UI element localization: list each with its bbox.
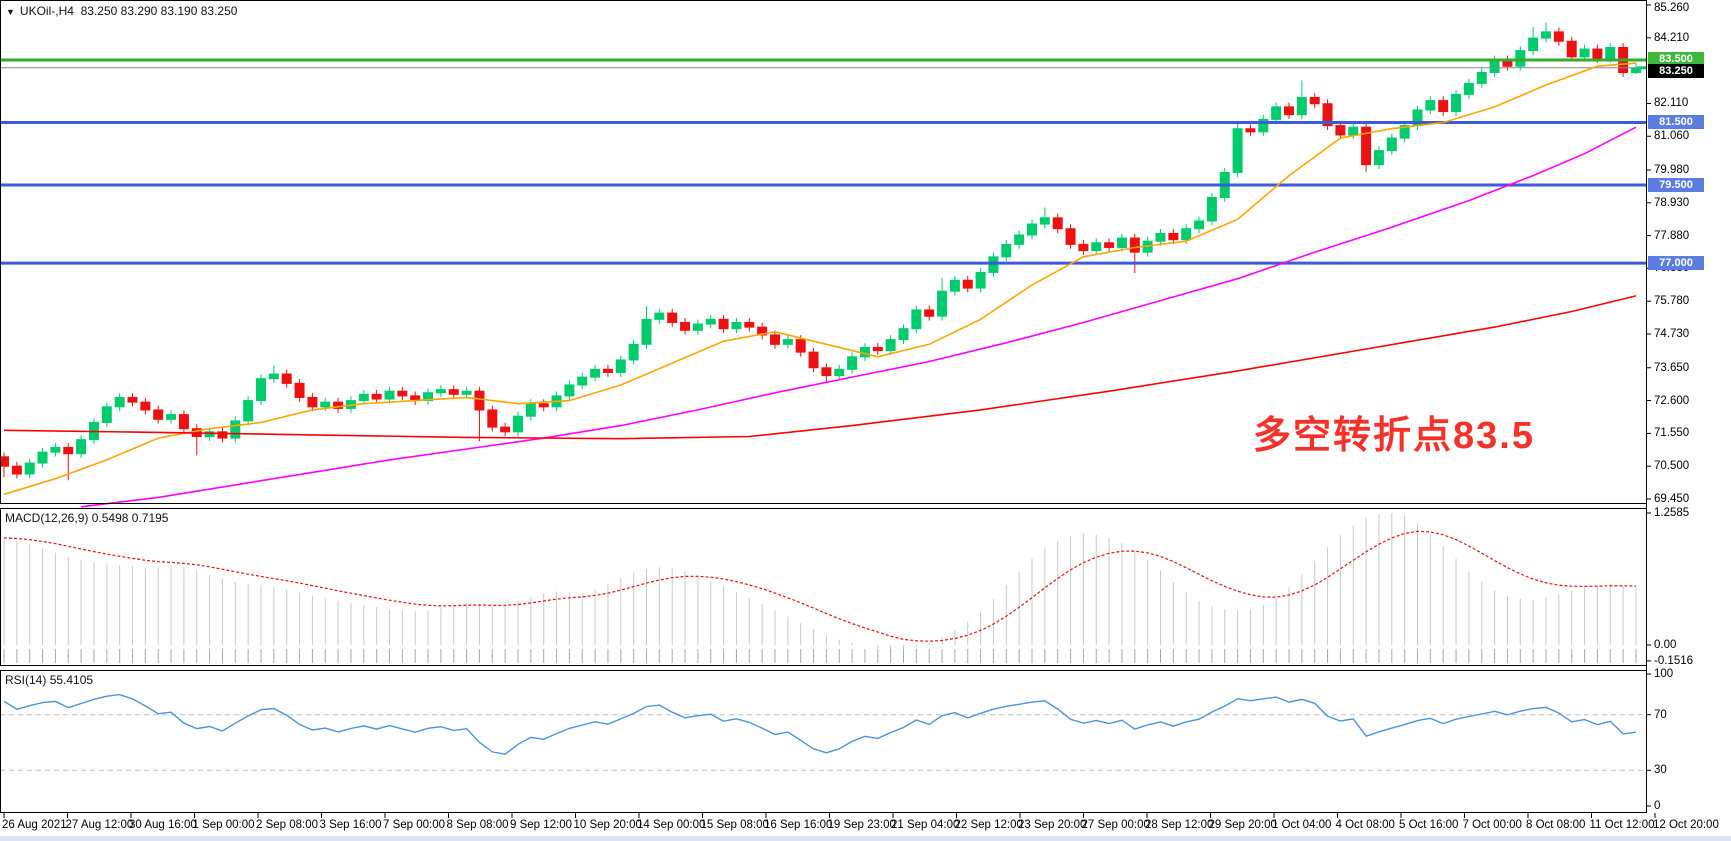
price-badge[interactable]: 81.500 [1648, 115, 1704, 130]
rsi-indicator-label: RSI(14) 55.4105 [5, 673, 93, 687]
price-badge[interactable]: 79.500 [1648, 177, 1704, 192]
date-label: 23 Sep 20:00 [1018, 819, 1087, 831]
ma-fast-line [3, 62, 1637, 496]
rsi-line [3, 693, 1637, 756]
date-label: 3 Sep 16:00 [319, 819, 382, 831]
price-axis-label: 85.260 [1654, 2, 1690, 14]
price-axis-label: 82.110 [1654, 97, 1689, 110]
macd-indicator-label: MACD(12,26,9) 0.5498 0.7195 [5, 511, 168, 525]
horizontal-levels[interactable] [0, 58, 1646, 265]
date-label: 8 Sep 08:00 [446, 819, 509, 831]
price-axis-label: 72.600 [1654, 394, 1690, 407]
date-label: 7 Sep 00:00 [383, 819, 446, 831]
rsi-axis-label: 0 [1654, 800, 1661, 812]
panel-frames [0, 0, 1656, 818]
macd-axis-label: -0.1516 [1654, 654, 1694, 667]
macd-panel [3, 513, 1637, 663]
date-label: 1 Oct 04:00 [1272, 819, 1332, 831]
macd-values: 0.5498 0.7195 [91, 511, 169, 525]
date-label: 1 Sep 00:00 [192, 819, 255, 831]
ohlc-readout: 83.250 83.290 83.190 83.250 [80, 4, 238, 18]
price-axis-label: 84.210 [1654, 31, 1690, 44]
rsi-name: RSI(14) [5, 673, 47, 687]
date-label: 8 Oct 08:00 [1526, 819, 1586, 831]
price-axis-label: 74.730 [1654, 328, 1690, 341]
rsi-axis-label: 100 [1654, 668, 1674, 680]
price-badge[interactable]: 77.000 [1648, 256, 1704, 271]
macd-signal-line [3, 530, 1637, 642]
date-label: 12 Oct 20:00 [1653, 819, 1719, 831]
macd-name: MACD(12,26,9) [5, 511, 89, 525]
window-bottom-strip [0, 836, 1731, 841]
price-badge[interactable]: 83.250 [1648, 63, 1704, 78]
price-axis-label: 73.650 [1654, 361, 1690, 374]
date-label: 15 Sep 08:00 [700, 819, 769, 831]
macd-axis-label: 1.2585 [1654, 507, 1690, 519]
date-label: 27 Aug 12:00 [65, 819, 134, 831]
date-label: 29 Sep 20:00 [1208, 819, 1277, 831]
date-label: 2 Sep 08:00 [256, 819, 319, 831]
rsi-value: 55.4105 [49, 673, 94, 687]
price-axis-label: 77.880 [1654, 229, 1690, 242]
candlesticks [0, 22, 1641, 481]
symbol-header: ▼ UKOil-,H4 83.250 83.290 83.190 83.250 [6, 4, 237, 18]
date-label: 9 Sep 12:00 [510, 819, 573, 831]
price-axis-label: 79.980 [1654, 163, 1690, 176]
date-label: 7 Oct 00:00 [1462, 819, 1522, 831]
date-label: 22 Sep 12:00 [954, 819, 1023, 831]
rsi-panel [0, 693, 1646, 771]
rsi-axis-label: 30 [1654, 764, 1667, 777]
collapse-chevron-icon[interactable]: ▼ [6, 7, 15, 17]
macd-axis-label: 0.00 [1654, 639, 1677, 651]
price-axis-label: 78.930 [1654, 196, 1690, 209]
date-label: 26 Aug 2021 [2, 819, 67, 831]
date-label: 11 Oct 12:00 [1589, 819, 1655, 831]
symbol-period-label: UKOil-,H4 [19, 4, 74, 18]
price-axis-label: 81.060 [1654, 130, 1690, 143]
rsi-axis-label: 70 [1654, 708, 1667, 721]
price-axis-label: 71.550 [1654, 427, 1690, 440]
moving-averages [3, 62, 1637, 508]
price-axis-label: 75.780 [1654, 295, 1690, 308]
date-label: 21 Sep 04:00 [891, 819, 960, 831]
date-label: 28 Sep 12:00 [1145, 819, 1214, 831]
date-label: 30 Aug 16:00 [129, 819, 197, 831]
date-label: 4 Oct 08:00 [1335, 819, 1395, 831]
date-label: 27 Sep 00:00 [1081, 819, 1150, 831]
chart-annotation[interactable]: 多空转折点83.5 [1253, 415, 1535, 457]
price-axis-label: 69.450 [1654, 492, 1690, 505]
date-label: 10 Sep 20:00 [573, 819, 642, 831]
ma-slow-line [3, 295, 1637, 440]
date-label: 16 Sep 16:00 [764, 819, 833, 831]
date-label: 19 Sep 23:00 [827, 819, 896, 831]
ma-mid-line [81, 126, 1637, 508]
date-label: 14 Sep 00:00 [637, 819, 706, 831]
price-axis-label: 70.500 [1654, 460, 1690, 473]
price-badge[interactable]: 83.500 [1648, 52, 1704, 66]
date-label: 5 Oct 16:00 [1399, 819, 1459, 831]
